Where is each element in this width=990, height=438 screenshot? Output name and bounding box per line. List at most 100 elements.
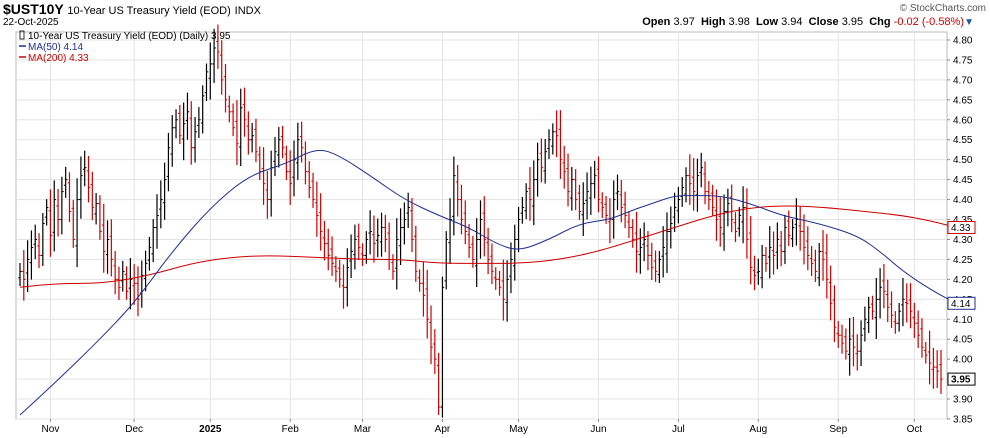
ohlc-bar [935, 350, 939, 389]
ohlc-bar [219, 40, 224, 95]
y-tick-label: 4.50 [953, 155, 973, 166]
ohlc-bar [238, 88, 243, 167]
ohlc-bar [916, 310, 920, 348]
ohlc-bar [463, 200, 468, 245]
ohlc-bar [98, 195, 102, 240]
ohlc-bar [764, 247, 768, 272]
ohlc-bar [516, 206, 521, 253]
ohlc-bar [455, 165, 460, 217]
ohlc-bar [185, 92, 190, 140]
ohlc-bar [398, 208, 403, 265]
ohlc-bar [433, 329, 437, 374]
ohlc-bar [813, 249, 818, 282]
ohlc-bar [71, 199, 76, 248]
ohlc-bar [360, 243, 365, 266]
ohlc-bar [117, 266, 121, 301]
price-labels: 4.33 4.14 3.95 [947, 220, 976, 386]
triangle-down-icon[interactable]: ▼ [964, 17, 974, 28]
ohlc-bar [75, 178, 79, 268]
x-axis: Nov Dec 2025 Feb Mar Apr May Jun Jul Aug Sep Oct [42, 419, 923, 435]
ohlc-bar [212, 28, 216, 84]
x-tick-label: Oct [907, 424, 923, 435]
y-tick-label: 4.30 [953, 235, 973, 246]
ohlc-bar [216, 24, 220, 69]
ohlc-bar [931, 347, 936, 389]
ohlc-bar [832, 285, 837, 343]
ohlc-bar [162, 162, 167, 220]
legend-swatch-main [19, 30, 25, 40]
price-label: 4.14 [947, 296, 976, 310]
ohlc-bar [254, 118, 258, 163]
ohlc-bar [406, 192, 410, 228]
ohlc-bar [912, 302, 917, 339]
ohlc-bar [474, 218, 479, 288]
ohlc-bar [372, 215, 376, 263]
ohlc-bar [242, 87, 247, 137]
ohlc-bar [334, 256, 338, 282]
ohlc-bar [379, 212, 384, 257]
ohlc-bar [672, 192, 677, 232]
ohlc-bar [394, 218, 399, 290]
ohlc-bar [558, 110, 563, 179]
ohlc-bar [817, 243, 822, 287]
ohlc-bar [809, 245, 814, 277]
ohlc-bar [638, 228, 643, 274]
ohlc-bar [668, 206, 673, 249]
ohlc-bar [874, 278, 879, 339]
low-value: 3.94 [781, 16, 803, 28]
ohlc-bar [760, 244, 764, 289]
price-label-text: 4.33 [951, 223, 971, 234]
y-tick-label: 4.70 [953, 75, 973, 86]
ohlc-bar [425, 269, 430, 339]
ohlc-bar [178, 105, 182, 145]
symbol: $UST10Y [3, 1, 64, 17]
legend: 10-Year US Treasury Yield (EOD) (Daily) … [19, 30, 231, 64]
ohlc-bar [775, 222, 780, 270]
ohlc-bar [825, 233, 829, 299]
ohlc-bar [223, 63, 228, 113]
ohlc-bar [486, 227, 490, 275]
x-tick-label: Nov [42, 424, 60, 435]
ohlc-bar [756, 258, 761, 285]
ohlc-bar [105, 220, 110, 274]
ohlc-bar [661, 226, 665, 278]
ohlc-bar [657, 251, 662, 283]
price-label: 4.33 [947, 220, 976, 234]
ohlc-bar [908, 283, 913, 329]
ohlc-bar [543, 139, 547, 184]
ohlc-bar [840, 324, 844, 354]
y-tick-label: 4.75 [953, 55, 973, 66]
y-tick-label: 4.20 [953, 275, 973, 286]
ohlc-bar [132, 264, 136, 305]
ohlc-bar [863, 306, 867, 342]
y-tick-label: 4.00 [953, 355, 973, 366]
ohlc-bar [581, 182, 586, 237]
ohlc-bar [18, 263, 22, 287]
ohlc-bar [627, 211, 631, 239]
ohlc-bar [315, 181, 319, 237]
price-label-box [947, 296, 976, 310]
ohlc-bar [623, 191, 627, 229]
ohlc-bar [870, 295, 875, 320]
ohlc-bar [197, 107, 201, 139]
ohlc-bar [436, 352, 441, 416]
close-label: Close [808, 16, 839, 28]
ohlc-bar [547, 129, 551, 160]
ohlc-bar [847, 317, 852, 376]
ohlc-bar [79, 156, 83, 219]
ohlc-bar [235, 100, 239, 166]
ohlc-bar [364, 231, 369, 264]
ohlc-bar [383, 214, 388, 253]
ohlc-bar [48, 189, 53, 257]
ohlc-bar [181, 102, 186, 161]
ohlc-bar [37, 233, 41, 269]
ohlc-bar [741, 186, 745, 244]
ohlc-bar [531, 160, 536, 226]
x-tick-label: May [509, 424, 528, 435]
ohlc-bar [729, 184, 734, 233]
ohlc-bar [166, 132, 171, 192]
ohlc-bar [745, 188, 749, 259]
ohlc-bar [509, 242, 513, 294]
ohlc-bar [783, 214, 787, 265]
ohlc-bar [688, 154, 692, 205]
